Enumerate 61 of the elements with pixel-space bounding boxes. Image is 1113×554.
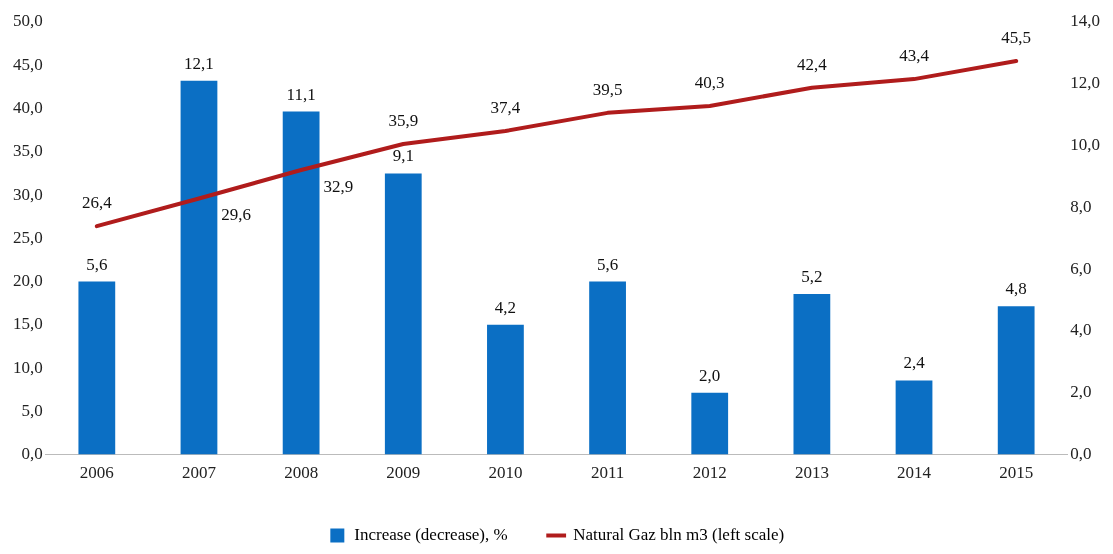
x-tick-label: 2007 xyxy=(181,463,217,483)
y2-tick-label: 10,0 xyxy=(1070,135,1100,155)
x-tick-label: 2009 xyxy=(386,463,421,483)
y2-tick-label: 2,0 xyxy=(1070,382,1092,402)
bar xyxy=(180,80,218,455)
bar xyxy=(384,173,422,455)
data-label: 5,2 xyxy=(801,266,823,286)
data-label: 5,6 xyxy=(86,254,108,274)
bar xyxy=(997,306,1035,455)
y-tick-label: 0,0 xyxy=(21,444,43,464)
y-tick-label: 20,0 xyxy=(13,271,43,291)
data-label: 40,3 xyxy=(694,72,725,92)
x-tick-label: 2015 xyxy=(999,463,1034,483)
y2-tick-label: 8,0 xyxy=(1070,196,1092,216)
y2-tick-label: 4,0 xyxy=(1070,320,1092,340)
x-tick-label: 2013 xyxy=(794,463,829,483)
data-label: 26,4 xyxy=(81,193,113,213)
y-tick-label: 40,0 xyxy=(13,97,43,117)
data-label: 12,1 xyxy=(184,53,214,73)
data-label: 43,4 xyxy=(899,46,930,66)
y2-tick-label: 0,0 xyxy=(1070,444,1092,464)
y2-tick-label: 6,0 xyxy=(1070,258,1092,278)
x-tick-label: 2012 xyxy=(692,463,727,483)
x-tick-label: 2014 xyxy=(897,463,932,483)
y-tick-label: 35,0 xyxy=(13,141,43,161)
data-label: 11,1 xyxy=(286,84,316,104)
bar xyxy=(691,392,729,455)
y-tick-label: 15,0 xyxy=(13,314,43,334)
y2-tick-label: 14,0 xyxy=(1070,11,1100,31)
y-tick-label: 30,0 xyxy=(13,184,43,204)
bar xyxy=(589,281,626,455)
bar xyxy=(78,281,116,455)
x-tick-label: 2010 xyxy=(488,463,523,483)
data-label: 4,2 xyxy=(494,297,517,317)
data-label: 32,9 xyxy=(323,176,354,196)
x-tick-label: 2008 xyxy=(284,463,319,483)
data-label: 37,4 xyxy=(490,97,521,117)
data-label: 35,9 xyxy=(388,110,419,130)
y-tick-label: 50,0 xyxy=(13,11,43,31)
bar xyxy=(793,293,831,455)
bar xyxy=(282,111,320,455)
data-label: 42,4 xyxy=(797,54,828,74)
x-tick-label: 2006 xyxy=(79,463,114,483)
legend-label: Natural Gaz bln m3 (left scale) xyxy=(573,524,785,544)
y-tick-label: 25,0 xyxy=(13,227,43,247)
data-label: 39,5 xyxy=(592,79,623,99)
legend-label: Increase (decrease), % xyxy=(354,524,508,544)
y-tick-label: 45,0 xyxy=(13,54,43,74)
y-tick-label: 5,0 xyxy=(21,400,43,420)
data-label: 9,1 xyxy=(392,146,414,166)
y-tick-label: 10,0 xyxy=(13,357,43,377)
data-label: 2,0 xyxy=(699,365,721,385)
bar xyxy=(487,324,524,455)
data-label: 4,8 xyxy=(1005,279,1027,299)
data-label: 45,5 xyxy=(1001,27,1032,47)
data-label: 5,6 xyxy=(596,254,619,274)
y2-tick-label: 12,0 xyxy=(1070,73,1100,93)
data-label: 2,4 xyxy=(903,353,926,373)
data-label: 29,6 xyxy=(221,205,252,225)
bar xyxy=(895,380,933,455)
x-tick-label: 2011 xyxy=(590,463,625,483)
